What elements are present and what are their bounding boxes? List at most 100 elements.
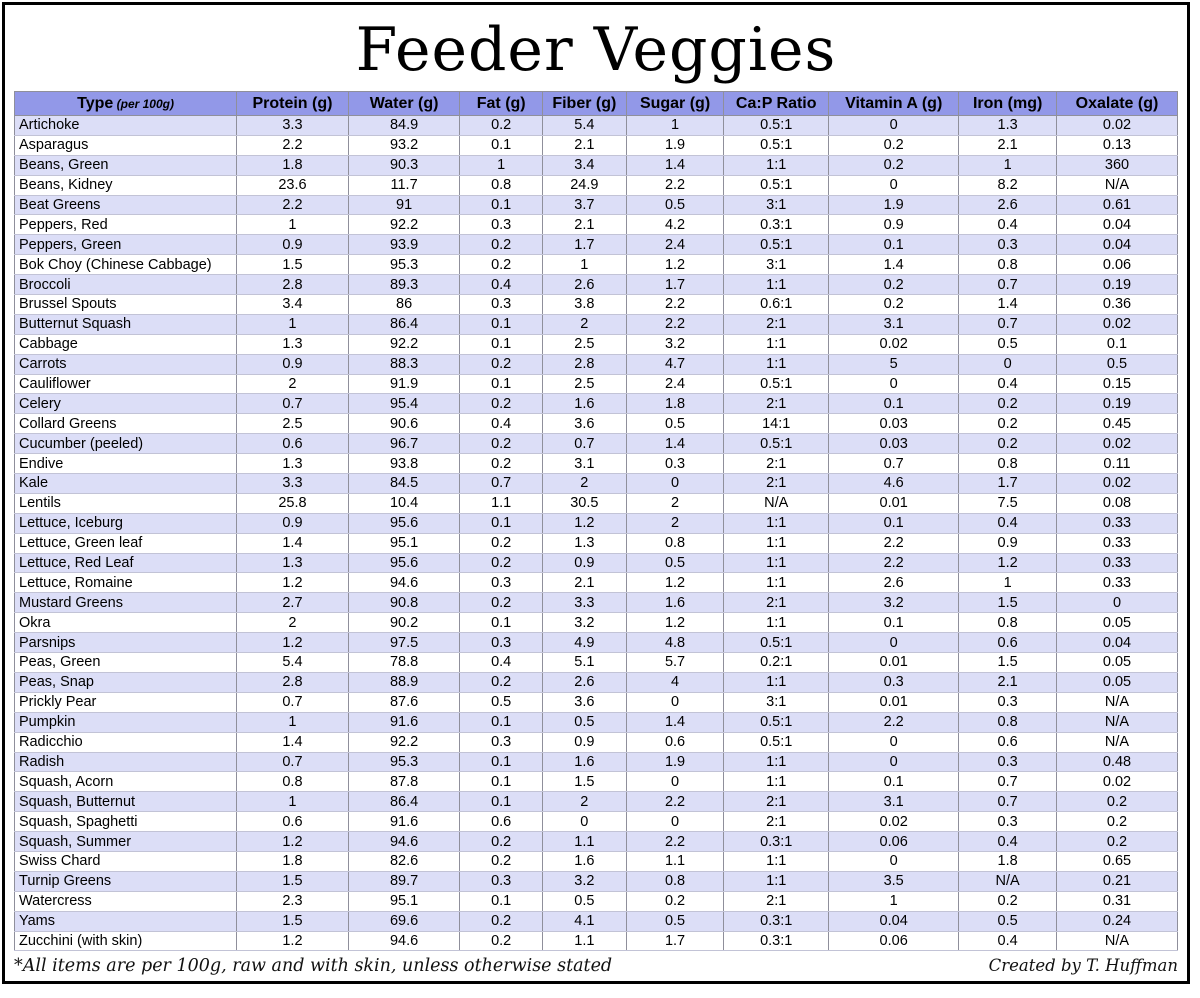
value-cell: 0.2	[958, 413, 1057, 435]
value-cell: 0.33	[1055, 532, 1179, 554]
value-cell: 1:1	[723, 532, 830, 554]
value-cell: 2.2	[625, 294, 725, 315]
value-cell: 1.4	[828, 254, 960, 276]
value-cell: N/A	[1055, 691, 1179, 713]
value-cell: 2:1	[723, 313, 830, 335]
value-cell: 0.61	[1055, 194, 1179, 216]
table-row: Squash, Summer 1.2 94.6 0.2 1.1 2.2 0.3:1 0.06 0…	[13, 831, 1179, 852]
page-title: Feeder Veggies	[355, 15, 837, 85]
table-row: Asparagus 2.2 93.2 0.1 2.1 1.9 0.5:1 0.2 2.1 0.13	[13, 134, 1179, 156]
table-row: Radicchio 1.4 92.2 0.3 0.9 0.6 0.5:1 0 0.6 N/A	[13, 731, 1179, 753]
veggie-name-cell: Squash, Butternut	[13, 791, 238, 813]
value-cell: 0.7	[958, 313, 1057, 335]
table-row: Lettuce, Red Leaf 1.3 95.6 0.2 0.9 0.5 1:1 2.2 1…	[13, 552, 1179, 574]
table-row: Yams 1.5 69.6 0.2 4.1 0.5 0.3:1 0.04 0.5 0.24	[13, 910, 1179, 932]
value-cell: 0.2	[828, 274, 960, 296]
veggie-name-cell: Lettuce, Iceburg	[13, 512, 238, 534]
value-cell: 0.03	[828, 413, 960, 435]
value-cell: 0.3	[459, 632, 543, 654]
column-header-label: Oxalate (g)	[1075, 94, 1159, 112]
value-cell: 3.2	[828, 592, 960, 614]
veggie-name-cell: Okra	[13, 612, 238, 634]
page-frame: Feeder Veggies Type (per 100g) Protein (g…	[2, 2, 1190, 984]
value-cell: 0.9	[236, 353, 349, 375]
value-cell: 1.1	[459, 492, 543, 514]
value-cell: 0	[828, 115, 960, 136]
value-cell: 0.2	[459, 115, 543, 136]
value-cell: 0.3	[958, 691, 1057, 713]
value-cell: 1.2	[625, 254, 725, 276]
value-cell: 1.6	[541, 393, 627, 415]
value-cell: 1.3	[236, 453, 349, 475]
value-cell: 95.6	[347, 512, 461, 534]
value-cell: 1.7	[541, 234, 627, 256]
value-cell: 0.1	[459, 791, 543, 813]
column-header-label: Sugar (g)	[639, 94, 711, 112]
value-cell: 3:1	[723, 254, 830, 276]
veggie-name-cell: Beans, Kidney	[13, 174, 238, 196]
value-cell: 1.7	[958, 473, 1057, 494]
value-cell: 0.2	[828, 154, 960, 176]
value-cell: 4.6	[828, 473, 960, 494]
value-cell: 92.2	[347, 731, 461, 753]
veggie-name-cell: Artichoke	[13, 115, 238, 136]
value-cell: 0.02	[1055, 115, 1179, 136]
value-cell: 0	[625, 691, 725, 713]
table-row: Lettuce, Green leaf 1.4 95.1 0.2 1.3 0.8 1:1 2.…	[13, 532, 1179, 554]
value-cell: 0.2	[459, 433, 543, 455]
value-cell: 5.7	[625, 652, 725, 673]
value-cell: 1.5	[958, 592, 1057, 614]
value-cell: 3.4	[541, 154, 627, 176]
veggie-name-cell: Prickly Pear	[13, 691, 238, 713]
value-cell: 90.6	[347, 413, 461, 435]
value-cell: 0.33	[1055, 512, 1179, 534]
column-header-vitamin-a-g: Vitamin A (g)	[828, 91, 960, 116]
value-cell: 1:1	[723, 572, 830, 594]
value-cell: 0.5:1	[723, 632, 830, 654]
value-cell: 2.5	[236, 413, 349, 435]
table-row: Bok Choy (Chinese Cabbage) 1.5 95.3 0.2 1 1.2…	[13, 254, 1179, 276]
value-cell: 0.02	[1055, 313, 1179, 335]
value-cell: 0.2	[459, 234, 543, 256]
value-cell: 93.2	[347, 134, 461, 156]
table-row: Zucchini (with skin) 1.2 94.6 0.2 1.1 1.7 0.3:…	[13, 930, 1179, 952]
value-cell: 0	[828, 632, 960, 654]
table-row: Brussel Spouts 3.4 86 0.3 3.8 2.2 0.6:1 0.2 1.4 0…	[13, 294, 1179, 315]
value-cell: 1.2	[625, 572, 725, 594]
value-cell: 3.5	[828, 870, 960, 892]
value-cell: 0.2	[459, 552, 543, 574]
value-cell: 0.1	[459, 751, 543, 773]
value-cell: 0.01	[828, 691, 960, 713]
value-cell: 0.01	[828, 492, 960, 514]
value-cell: 0.2	[958, 433, 1057, 455]
value-cell: 0.05	[1055, 612, 1179, 634]
value-cell: 88.9	[347, 671, 461, 693]
value-cell: 86.4	[347, 791, 461, 813]
value-cell: 7.5	[958, 492, 1057, 514]
value-cell: 0.04	[1055, 214, 1179, 236]
value-cell: 2:1	[723, 393, 830, 415]
footnote-text: *All items are per 100g, raw and with sk…	[14, 956, 613, 977]
table-row: Cabbage 1.3 92.2 0.1 2.5 3.2 1:1 0.02 0.5 0.1	[13, 333, 1179, 355]
value-cell: 94.6	[347, 831, 461, 852]
value-cell: 0.4	[958, 512, 1057, 534]
value-cell: 0.1	[1055, 333, 1179, 355]
veggie-name-cell: Zucchini (with skin)	[13, 930, 238, 952]
veggie-name-cell: Beans, Green	[13, 154, 238, 176]
value-cell: 2	[541, 791, 627, 813]
value-cell: 3.2	[625, 333, 725, 355]
value-cell: 1.6	[541, 850, 627, 872]
value-cell: 0.36	[1055, 294, 1179, 315]
value-cell: 1.1	[541, 831, 627, 852]
value-cell: 2.8	[236, 274, 349, 296]
veggie-name-cell: Peppers, Red	[13, 214, 238, 236]
value-cell: 0.2	[459, 532, 543, 554]
value-cell: 1.5	[236, 254, 349, 276]
value-cell: 0.5:1	[723, 115, 830, 136]
value-cell: 0.2	[459, 930, 543, 952]
value-cell: 0.6	[459, 811, 543, 833]
value-cell: 0.5:1	[723, 373, 830, 395]
value-cell: 1	[625, 115, 725, 136]
value-cell: 0.1	[828, 612, 960, 634]
value-cell: 0.5	[625, 910, 725, 932]
